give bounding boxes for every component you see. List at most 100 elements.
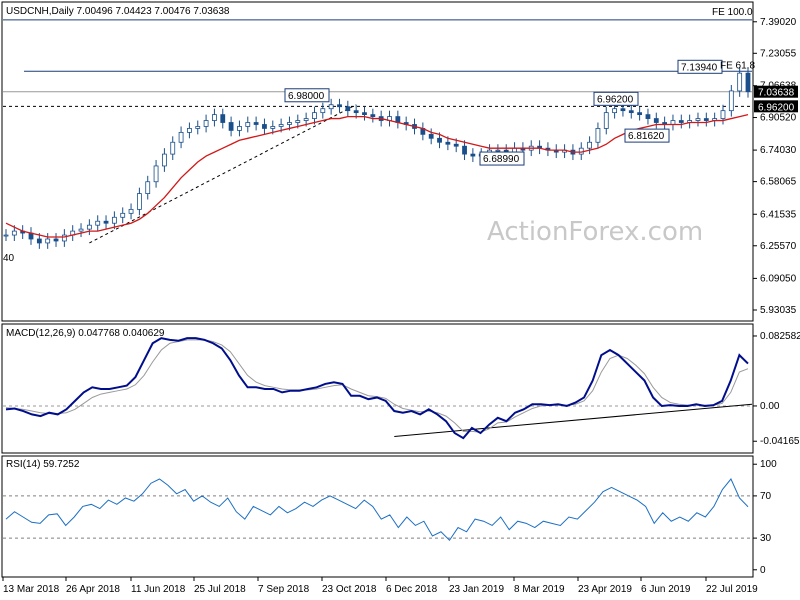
candle-body xyxy=(136,193,142,210)
candle-body xyxy=(3,234,9,237)
candle-body xyxy=(95,220,101,226)
watermark-text: ActionForex.com xyxy=(487,217,703,247)
macd-layer: 0.082582 0.00 -0.041659 xyxy=(3,331,800,447)
x-axis-tick-label: 23 Apr 2019 xyxy=(578,584,632,595)
candle-body xyxy=(453,143,459,147)
candle-body xyxy=(362,112,367,116)
macd-line xyxy=(5,337,749,440)
level-label-box xyxy=(479,151,525,166)
level-label-6.68990: 6.68990 xyxy=(479,151,525,166)
price-y-tick-label: 5.93035 xyxy=(760,305,797,316)
macd-title: MACD(12,26,9) 0.047768 0.040629 xyxy=(6,328,165,339)
price-y-tick-label: 6.09050 xyxy=(760,273,797,284)
price-axis-badge-text: 7.03638 xyxy=(758,88,795,99)
left-cut-label: 40 xyxy=(3,253,15,264)
x-axis-tick-label: 23 Jan 2019 xyxy=(449,584,504,595)
price-layer: 7.390207.230557.066386.905206.740306.580… xyxy=(3,17,798,316)
price-axis-badge xyxy=(754,100,798,113)
candle-body xyxy=(495,149,501,152)
candle-body xyxy=(328,104,334,110)
candle-body xyxy=(228,122,234,131)
level-label-6.96200: 6.96200 xyxy=(593,91,639,106)
level-label-box xyxy=(624,128,670,143)
level-label-6.81620: 6.81620 xyxy=(624,128,670,143)
macd-y-tick-label: 0.082582 xyxy=(760,331,800,342)
rsi-y-tick-label: 30 xyxy=(760,533,772,544)
price-axis-badge-text: 6.96200 xyxy=(758,102,795,113)
price-title: USDCNH,Daily 7.00496 7.04423 7.00476 7.0… xyxy=(6,6,230,17)
rsi-y-tick-label: 70 xyxy=(760,491,772,502)
candle-body xyxy=(445,141,451,145)
candle-body xyxy=(428,133,434,139)
macd-y-tick-label: -0.041659 xyxy=(760,436,800,447)
candle-body xyxy=(36,238,42,244)
level-label-text: 6.96200 xyxy=(597,94,634,105)
candle-body xyxy=(437,137,442,143)
candle-body xyxy=(145,181,151,194)
candle-body xyxy=(78,228,84,232)
candle-body xyxy=(637,112,643,116)
price-panel xyxy=(1,1,754,322)
candle-body xyxy=(603,112,609,129)
x-axis-tick-label: 26 Apr 2018 xyxy=(66,584,120,595)
level-label-text: 6.81620 xyxy=(628,131,665,142)
candle-body xyxy=(470,153,476,157)
level-label-text: 7.13940 xyxy=(681,62,718,73)
candle-body xyxy=(737,72,743,92)
candle-body xyxy=(11,230,17,236)
candle-body xyxy=(187,128,192,133)
candle-body xyxy=(262,124,267,129)
candle-body xyxy=(653,118,659,123)
candle-body xyxy=(120,212,126,218)
candle-body xyxy=(162,153,167,167)
candle-body xyxy=(86,224,92,230)
candle-body xyxy=(245,122,251,127)
candle-body xyxy=(128,208,134,214)
candle-body xyxy=(337,104,342,108)
candle-body xyxy=(45,238,51,244)
level-label-text: 6.98000 xyxy=(288,91,325,102)
candle-body xyxy=(61,234,67,242)
x-axis-tick-label: 8 Mar 2019 xyxy=(514,584,565,595)
candle-body xyxy=(720,110,726,119)
rsi-y-tick-label: 100 xyxy=(760,459,777,470)
price-y-tick-label: 6.58065 xyxy=(760,177,797,188)
macd-y-tick-label: 0.00 xyxy=(760,401,780,412)
fe-618-label: FE 61.8 xyxy=(720,60,755,71)
rsi-panel xyxy=(1,455,754,578)
candle-body xyxy=(595,128,601,143)
level-label-box xyxy=(284,88,330,103)
axis-layer: 13 Mar 2018 26 Apr 2018 11 Jun 2018 25 Jul … xyxy=(2,577,758,595)
candle-body xyxy=(462,145,467,155)
rsi-y-tick-label: 0 xyxy=(760,565,766,576)
price-y-tick-label: 7.23055 xyxy=(760,48,797,59)
candle-body xyxy=(353,110,359,114)
level-label-text: 6.68990 xyxy=(483,154,520,165)
candle-body xyxy=(53,238,59,242)
candle-body xyxy=(320,108,326,114)
x-axis-tick-label: 13 Mar 2018 xyxy=(3,584,60,595)
candle-body xyxy=(345,106,351,112)
candle-body xyxy=(170,141,176,155)
candle-body xyxy=(111,216,117,224)
candle-body xyxy=(295,120,301,123)
candle-body xyxy=(312,112,317,119)
candle-body xyxy=(587,141,592,149)
candle-body xyxy=(645,114,651,119)
candle-body xyxy=(628,110,634,114)
level-label-6.98000: 6.98000 xyxy=(284,88,330,103)
candle-body xyxy=(745,72,751,93)
price-y-tick-label: 6.25570 xyxy=(760,241,797,252)
candle-body xyxy=(695,118,701,121)
candle-body xyxy=(287,122,292,125)
price-y-tick-label: 6.41535 xyxy=(760,209,797,220)
x-axis-tick-label: 7 Sep 2018 xyxy=(258,584,310,595)
candle-body xyxy=(178,131,184,143)
candle-body xyxy=(203,120,209,127)
candle-body xyxy=(153,165,159,183)
candle-body xyxy=(620,108,626,112)
candle-body xyxy=(103,220,109,224)
candle-body xyxy=(270,126,276,129)
candle-body xyxy=(237,126,242,131)
